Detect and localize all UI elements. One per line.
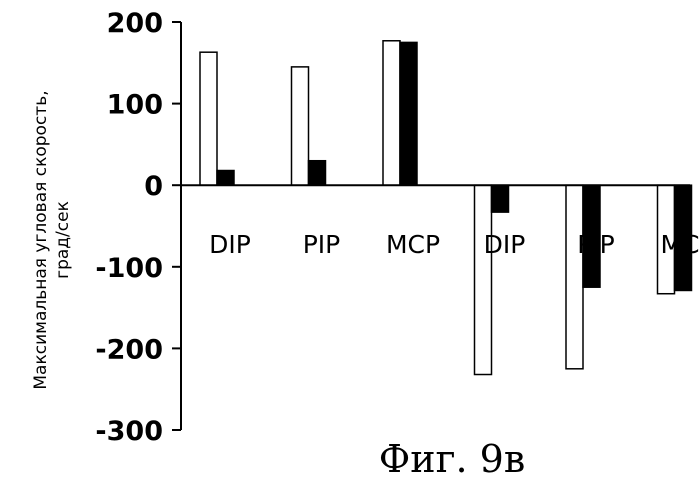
bar-series-1	[383, 41, 400, 185]
bar-series-2	[217, 171, 234, 186]
x-category-label: PIP	[303, 230, 341, 259]
y-axis-title: Максимальная угловая скорость, град/сек	[31, 90, 73, 389]
x-category-label: MCP	[386, 230, 440, 259]
x-category-label: DIP	[209, 230, 251, 259]
figure-caption: Фиг. 9в	[379, 437, 526, 481]
bar-series-2	[309, 161, 326, 185]
x-category-label: MCP	[660, 230, 699, 259]
y-tick-label: -200	[95, 334, 163, 365]
y-tick-label: 200	[107, 8, 163, 39]
y-tick-label: 100	[107, 90, 163, 121]
y-tick-label: -100	[95, 253, 163, 284]
x-category-label: DIP	[484, 230, 526, 259]
y-tick-label: -300	[95, 416, 163, 447]
y-axis-title-line-1: Максимальная угловая скорость,	[31, 90, 51, 389]
bar-series-1	[566, 185, 583, 369]
x-category-label: PIP	[577, 230, 615, 259]
bar-series-1	[292, 67, 309, 185]
bar-series-2	[492, 185, 509, 212]
y-tick-label: 0	[144, 171, 163, 202]
bar-series-1	[200, 52, 217, 185]
bar-series-2	[400, 42, 417, 185]
y-axis-title-line-2: град/сек	[53, 201, 73, 279]
bar-series-1	[475, 185, 492, 374]
plot-area: 200 100 0 -100 -200 -300 DIP PIP MCP DIP PIP MCP	[95, 8, 699, 447]
